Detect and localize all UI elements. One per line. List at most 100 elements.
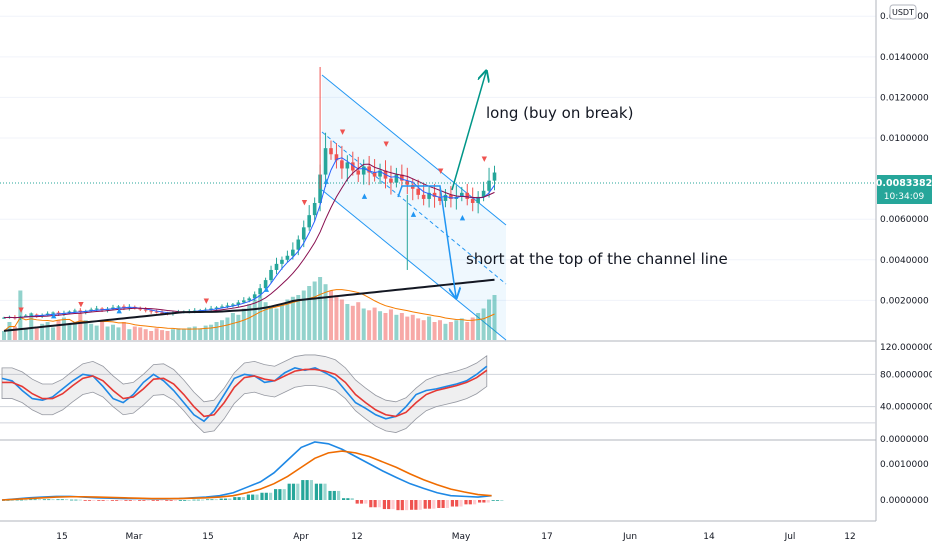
- volume-bar: [329, 290, 333, 340]
- macd-histogram-bar: [323, 483, 327, 500]
- macd-pane: [1, 441, 504, 511]
- last-price-badge: 0.0083382 10:34:09: [876, 175, 932, 204]
- volume-bar: [143, 329, 148, 340]
- volume-bar: [12, 326, 17, 340]
- volume-bar: [372, 307, 377, 340]
- volume-bar: [465, 322, 470, 340]
- volume-bar: [121, 322, 126, 340]
- macd-histogram-bar: [314, 483, 318, 500]
- descending-channel[interactable]: [321, 74, 507, 341]
- candle-body: [225, 305, 230, 307]
- macd-histogram-bar: [105, 500, 109, 501]
- signal-marker: ▲: [264, 285, 270, 293]
- macd-histogram-bar: [441, 500, 445, 508]
- candle-body: [329, 148, 333, 155]
- volume-bar: [72, 322, 77, 340]
- volume-bar: [61, 317, 66, 340]
- volume-bar: [230, 313, 235, 340]
- volume-bar: [181, 329, 186, 340]
- candle-body: [45, 313, 50, 316]
- macd-histogram-bar: [196, 499, 200, 501]
- volume-bar: [89, 323, 94, 340]
- macd-histogram-bar: [278, 489, 282, 500]
- volume-bar: [356, 302, 361, 340]
- macd-histogram-bar: [359, 500, 364, 504]
- candle-body: [111, 307, 115, 309]
- moving-averages: [3, 157, 495, 332]
- volume-bar: [236, 314, 241, 340]
- macd-histogram-bar: [342, 498, 346, 500]
- candle-body: [345, 162, 350, 169]
- volume-bar: [421, 320, 426, 340]
- macd-histogram-bar: [473, 500, 477, 505]
- signal-marker: ▼: [482, 155, 488, 163]
- volume-bar: [258, 295, 263, 340]
- macd-histogram-bar: [97, 500, 101, 501]
- macd-histogram-bar: [391, 500, 395, 510]
- macd-histogram-bar: [387, 500, 391, 510]
- macd-histogram-bar: [427, 500, 432, 509]
- price-tick-label: 0.0120000: [880, 93, 929, 103]
- volume-bar: [78, 313, 83, 340]
- candle-body: [389, 178, 393, 183]
- channel-lower-line: [321, 189, 507, 341]
- candle-body: [361, 166, 366, 175]
- macd-histogram-bar: [65, 499, 69, 501]
- macd-histogram-bar: [210, 499, 214, 501]
- time-tick-label: Jul: [784, 532, 796, 542]
- currency-badge[interactable]: USDT: [889, 4, 917, 20]
- volume-bar: [111, 324, 115, 340]
- short-annotation[interactable]: short at the top of the channel line: [466, 250, 728, 268]
- volume-bar: [399, 313, 404, 340]
- oscillator-band: [1, 354, 488, 433]
- macd-histogram-bar: [251, 494, 255, 500]
- macd-histogram-bar: [418, 500, 422, 510]
- volume-bar: [263, 302, 268, 340]
- candle-body: [405, 180, 410, 185]
- macd-histogram-bar: [400, 500, 404, 511]
- volume-bar: [209, 324, 214, 340]
- macd-histogram-bar: [124, 500, 128, 501]
- candle-body: [492, 172, 497, 181]
- macd-histogram-bar: [291, 483, 296, 500]
- volume-bar: [105, 326, 110, 340]
- macd-histogram-bar: [410, 500, 414, 510]
- signal-marker: ▼: [204, 297, 210, 305]
- signal-line: [1, 450, 492, 501]
- volume-bar: [410, 314, 415, 340]
- signal-marker: ▲: [460, 213, 466, 221]
- candle-body: [416, 188, 420, 195]
- volume-bar: [394, 314, 399, 340]
- volume-bar: [367, 310, 372, 340]
- volume-bar: [165, 331, 170, 340]
- candle-body: [24, 315, 28, 317]
- volume-bar: [334, 295, 339, 340]
- volume-bar: [361, 308, 366, 340]
- volume-bar: [427, 316, 432, 340]
- price-tick-label: 0.0020000: [880, 296, 929, 306]
- candle-body: [307, 215, 311, 228]
- macd-histogram-bar: [246, 494, 250, 500]
- volume-bar: [94, 325, 99, 340]
- drawing-tools[interactable]: [397, 72, 486, 297]
- volume-bar: [154, 328, 159, 340]
- ma-slow-line: [3, 278, 495, 332]
- macd-histogram-bar: [19, 499, 24, 501]
- long-annotation[interactable]: long (buy on break): [486, 104, 633, 122]
- macd-histogram-bar: [309, 480, 313, 500]
- time-axis[interactable]: 15 Mar 15 Apr 12 May 17 Jun 14 Jul 12: [56, 532, 855, 542]
- candle-body: [481, 190, 486, 197]
- macd-histogram-bar: [364, 500, 368, 504]
- signal-marker: ▲: [411, 210, 417, 218]
- volume-bar: [290, 296, 295, 340]
- macd-histogram-bar: [101, 500, 105, 501]
- macd-histogram-bar: [346, 498, 350, 500]
- oscillator-tick-label: 120.0000000: [880, 343, 932, 353]
- macd-histogram-bar: [138, 500, 142, 501]
- volume-bar: [187, 327, 192, 340]
- candle-body: [236, 302, 241, 305]
- volume-bar: [459, 318, 464, 340]
- macd-histogram-bar: [223, 498, 228, 500]
